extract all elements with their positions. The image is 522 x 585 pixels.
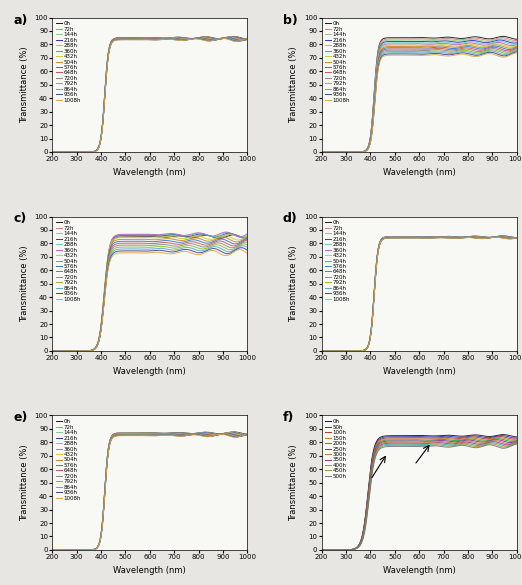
Text: f): f) (282, 411, 294, 425)
X-axis label: Wavelength (nm): Wavelength (nm) (113, 367, 186, 376)
X-axis label: Wavelength (nm): Wavelength (nm) (113, 566, 186, 574)
Text: e): e) (13, 411, 28, 425)
Legend: 0h, 72h, 144h, 216h, 288h, 360h, 432h, 504h, 576h, 648h, 720h, 792h, 864h, 936h,: 0h, 72h, 144h, 216h, 288h, 360h, 432h, 5… (324, 219, 351, 302)
Legend: 0h, 72h, 144h, 216h, 288h, 360h, 432h, 504h, 576h, 648h, 720h, 792h, 864h, 936h,: 0h, 72h, 144h, 216h, 288h, 360h, 432h, 5… (55, 418, 82, 502)
X-axis label: Wavelength (nm): Wavelength (nm) (113, 168, 186, 177)
Y-axis label: Transmittance (%): Transmittance (%) (20, 445, 29, 521)
Legend: 0h, 50h, 100h, 150h, 200h, 250h, 300h, 350h, 400h, 450h, 500h: 0h, 50h, 100h, 150h, 200h, 250h, 300h, 3… (324, 418, 348, 480)
X-axis label: Wavelength (nm): Wavelength (nm) (383, 566, 456, 574)
Text: d): d) (282, 212, 298, 225)
Legend: 0h, 72h, 144h, 216h, 288h, 360h, 432h, 504h, 576h, 648h, 720h, 792h, 864h, 936h,: 0h, 72h, 144h, 216h, 288h, 360h, 432h, 5… (55, 219, 82, 302)
X-axis label: Wavelength (nm): Wavelength (nm) (383, 367, 456, 376)
Text: c): c) (13, 212, 27, 225)
X-axis label: Wavelength (nm): Wavelength (nm) (383, 168, 456, 177)
Y-axis label: Transmittance (%): Transmittance (%) (20, 46, 29, 123)
Legend: 0h, 72h, 144h, 216h, 288h, 360h, 432h, 504h, 576h, 648h, 720h, 792h, 864h, 936h,: 0h, 72h, 144h, 216h, 288h, 360h, 432h, 5… (324, 20, 351, 104)
Text: b): b) (282, 13, 298, 26)
Y-axis label: Transmittance (%): Transmittance (%) (289, 246, 299, 322)
Text: a): a) (13, 13, 28, 26)
Y-axis label: Transmittance (%): Transmittance (%) (289, 46, 299, 123)
Legend: 0h, 72h, 144h, 216h, 288h, 360h, 432h, 504h, 576h, 648h, 720h, 792h, 864h, 936h,: 0h, 72h, 144h, 216h, 288h, 360h, 432h, 5… (55, 20, 82, 104)
Y-axis label: Transmittance (%): Transmittance (%) (289, 445, 299, 521)
Y-axis label: Transmittance (%): Transmittance (%) (20, 246, 29, 322)
